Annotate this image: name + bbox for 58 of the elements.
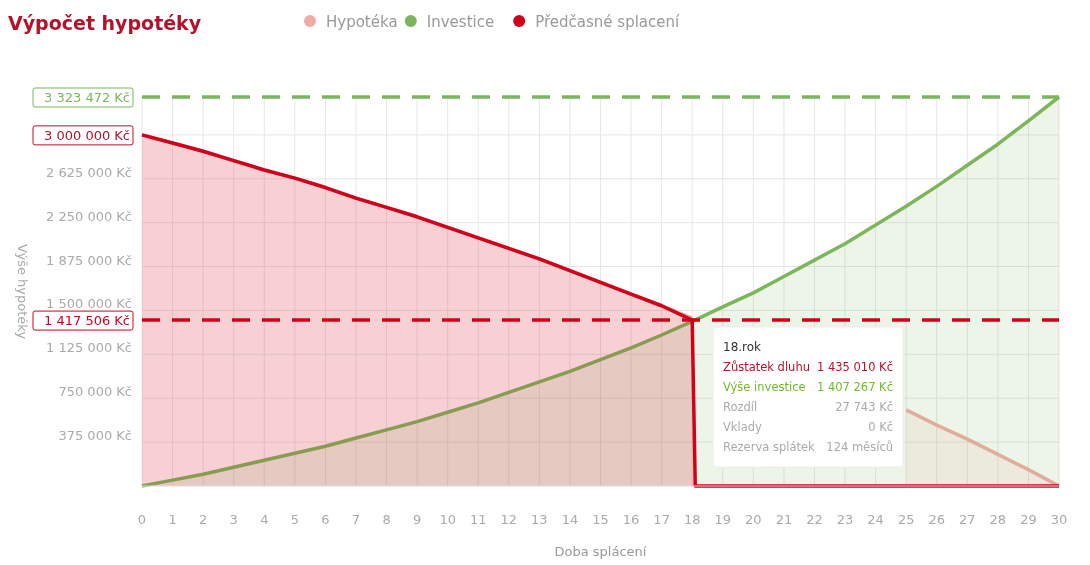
x-tick-label: 8: [382, 512, 391, 527]
annotation: Rezerva splátek: [723, 440, 816, 454]
annotation: 1 435 010 Kč: [816, 360, 893, 374]
x-tick-label: 18: [683, 512, 701, 527]
x-tick-label: 15: [592, 512, 609, 527]
x-tick-label: 25: [897, 512, 915, 527]
ref-line-label: 1 417 506 Kč: [44, 313, 130, 329]
y-tick-label: 1 125 000 Kč: [46, 340, 132, 356]
x-tick-label: 4: [260, 512, 269, 527]
annotation: Rozdíl: [723, 400, 758, 414]
y-tick-label: 1 875 000 Kč: [46, 252, 132, 268]
annotation: Výše investice: [723, 380, 806, 394]
legend-label: Hypotéka: [326, 13, 398, 31]
x-tick-label: 12: [500, 512, 518, 527]
x-tick-label: 17: [653, 512, 670, 527]
x-tick-label: 26: [928, 512, 946, 527]
x-tick-label: 19: [714, 512, 732, 527]
x-tick-label: 13: [531, 512, 548, 527]
legend-label: Investice: [426, 13, 495, 31]
x-tick-label: 10: [439, 512, 456, 527]
annotation: 124 měsíců: [826, 440, 893, 454]
annotation: 0 Kč: [868, 420, 893, 434]
x-tick-label: 0: [137, 512, 147, 527]
x-tick-label: 16: [622, 512, 640, 527]
x-tick-label: 28: [989, 512, 1007, 527]
annotation: 27 743 Kč: [835, 400, 893, 414]
x-tick-label: 23: [836, 512, 854, 527]
annotation: Vklady: [723, 420, 763, 434]
x-tick-label: 22: [806, 512, 823, 527]
annotation: Zůstatek dluhu: [723, 360, 810, 374]
x-tick-label: 2: [198, 512, 208, 527]
y-tick-label: 2 625 000 Kč: [46, 164, 132, 180]
x-axis-title: Doba splácení: [554, 544, 647, 559]
y-tick-label: 1 500 000 Kč: [46, 296, 132, 312]
y-tick-label: 2 250 000 Kč: [46, 208, 132, 224]
chart-title: Výpočet hypotéky: [8, 12, 202, 34]
annotation: 3 000 000 Kč: [44, 127, 130, 143]
y-axis-title: Výše hypotéky: [15, 243, 30, 340]
annotation: 1 407 267 Kč: [816, 380, 893, 394]
x-tick-label: 30: [1050, 512, 1068, 527]
x-tick-label: 7: [351, 512, 361, 527]
y-tick-label: 375 000 Kč: [58, 428, 132, 444]
x-tick-label: 9: [412, 512, 422, 527]
legend-label: Předčasné splacení: [535, 13, 680, 31]
annotation: 18.rok: [723, 340, 762, 354]
y-tick-label: 750 000 Kč: [58, 384, 132, 400]
x-tick-label: 6: [321, 512, 330, 527]
x-tick-label: 20: [745, 512, 762, 527]
x-tick-label: 21: [775, 512, 793, 527]
x-tick-label: 3: [229, 512, 238, 527]
x-tick-label: 24: [867, 512, 884, 527]
x-tick-label: 27: [959, 512, 976, 527]
x-tick-label: 29: [1020, 512, 1037, 527]
x-tick-label: 14: [561, 512, 579, 527]
x-tick-label: 11: [469, 512, 487, 527]
ref-line-label: 3 323 472 Kč: [44, 90, 130, 105]
x-tick-label: 1: [168, 512, 177, 527]
x-tick-label: 5: [290, 512, 299, 527]
